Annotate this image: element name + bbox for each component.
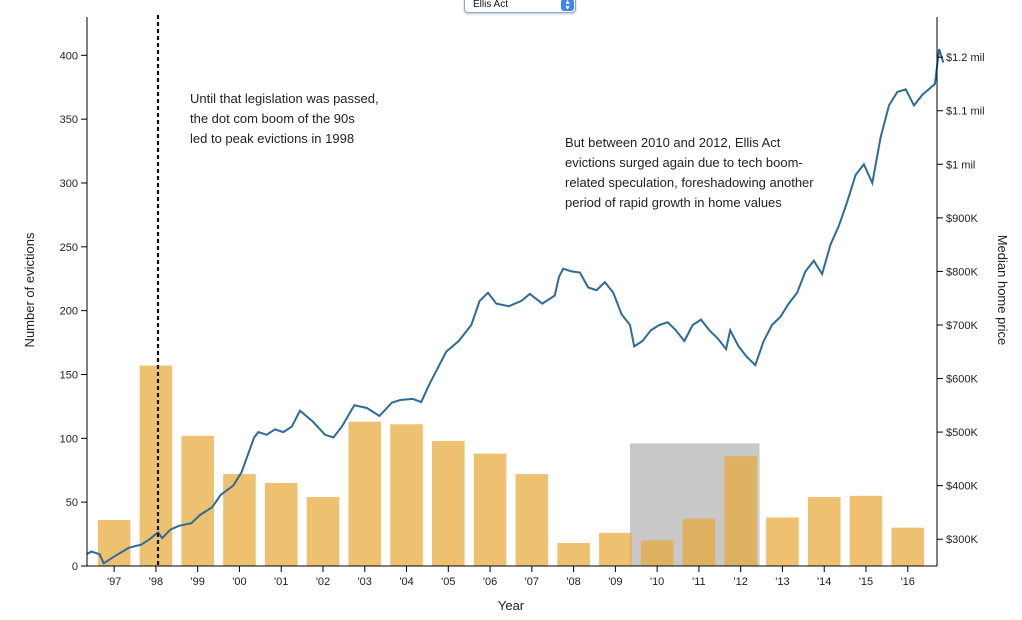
annotation-2010-line: related speculation, foreshadowing anoth… <box>565 175 814 190</box>
bottom-tick-label: '16 <box>901 576 915 588</box>
chevron-updown-icon[interactable]: ▴ ▾ <box>561 0 574 12</box>
right-tick-label: $400K <box>946 481 978 493</box>
eviction-bar-1997 <box>97 520 131 566</box>
bottom-tick-label: '14 <box>817 576 831 588</box>
eviction-bar-2001 <box>264 483 298 566</box>
y-axis-right-label: Median home price <box>995 235 1010 346</box>
bottom-tick-label: '10 <box>650 576 664 588</box>
bottom-tick-label: '05 <box>441 576 455 588</box>
eviction-bar-2011 <box>682 518 716 566</box>
right-tick-label: $700K <box>946 320 978 332</box>
eviction-bar-2010 <box>640 540 674 566</box>
left-tick-label: 200 <box>60 306 78 318</box>
eviction-bar-2015 <box>849 495 883 566</box>
left-tick-label: 150 <box>60 369 78 381</box>
eviction-bar-2008 <box>557 543 590 566</box>
annotation-2010-line: period of rapid growth in home values <box>565 195 782 210</box>
bottom-tick-label: '12 <box>734 576 748 588</box>
annotation-2010-line: But between 2010 and 2012, Ellis Act <box>565 135 781 150</box>
annotation-2010-line: evictions surged again due to tech boom- <box>565 155 803 170</box>
bottom-tick-label: '15 <box>859 576 873 588</box>
eviction-bar-2007 <box>515 474 549 566</box>
right-tick-label: $800K <box>946 266 978 278</box>
bottom-tick-label: '01 <box>274 576 288 588</box>
series-select[interactable]: Ellis Act ▴ ▾ <box>464 0 576 13</box>
bottom-tick-label: '98 <box>149 576 163 588</box>
bottom-tick-label: '99 <box>191 576 205 588</box>
eviction-bar-1999 <box>181 435 214 566</box>
x-axis-label: Year <box>498 598 525 613</box>
annotation-2010: But between 2010 and 2012, Ellis Act evi… <box>565 133 814 213</box>
bottom-tick-label: '13 <box>775 576 789 588</box>
bottom-tick-label: '97 <box>107 576 121 588</box>
annotation-1998-line: led to peak evictions in 1998 <box>190 131 355 146</box>
eviction-bar-2002 <box>306 497 340 566</box>
right-tick-label: $600K <box>946 374 978 386</box>
bottom-tick-label: '11 <box>692 576 706 588</box>
left-tick-label: 50 <box>66 497 78 509</box>
bottom-tick-label: '03 <box>358 576 372 588</box>
left-tick-label: 250 <box>60 242 78 254</box>
eviction-bar-2005 <box>432 440 465 566</box>
bars-layer <box>97 365 925 566</box>
right-tick-label: $1.1 mil <box>946 106 985 118</box>
eviction-bar-2016 <box>891 527 925 566</box>
annotation-1998-line: the dot com boom of the 90s <box>190 111 355 126</box>
bottom-tick-label: '07 <box>525 576 539 588</box>
left-tick-label: 300 <box>60 178 78 190</box>
eviction-bar-2009 <box>599 532 632 566</box>
y-axis-left-label: Number of evictions <box>22 232 37 347</box>
eviction-bar-2013 <box>766 517 799 566</box>
right-tick-label: $1.2 mil <box>946 52 985 64</box>
annotation-1998-line: Until that legislation was passed, <box>190 91 379 106</box>
series-select-value: Ellis Act <box>473 0 509 10</box>
eviction-bar-2012 <box>724 456 757 566</box>
annotation-1998: Until that legislation was passed, the d… <box>190 89 379 149</box>
bottom-tick-label: '00 <box>232 576 246 588</box>
eviction-bar-2006 <box>473 453 507 566</box>
eviction-bar-2014 <box>807 497 841 566</box>
left-tick-label: 400 <box>60 50 78 62</box>
left-tick-label: 350 <box>60 114 78 126</box>
bottom-tick-label: '08 <box>566 576 580 588</box>
left-axis: 0 50 100 150 200 250 300 350 400 <box>60 17 88 573</box>
price-line <box>86 48 945 565</box>
bottom-tick-label: '09 <box>608 576 622 588</box>
bottom-tick-label: '02 <box>316 576 330 588</box>
right-tick-label: $500K <box>946 427 978 439</box>
bottom-tick-label: '06 <box>483 576 497 588</box>
right-tick-label: $900K <box>946 213 978 225</box>
eviction-bar-2003 <box>348 421 382 566</box>
eviction-bar-2000 <box>223 474 256 566</box>
left-tick-label: 0 <box>72 561 78 573</box>
eviction-bar-1998 <box>139 365 173 566</box>
left-tick-label: 100 <box>60 433 78 445</box>
bottom-tick-label: '04 <box>399 576 413 588</box>
eviction-bar-2004 <box>390 424 423 566</box>
bottom-axis: '97 '98 '99 '00 '01 '02 '03 '04 '05 '06 '07 '08 '09 '… <box>87 565 937 588</box>
right-tick-label: $300K <box>946 534 978 546</box>
right-tick-label: $1 mil <box>946 159 975 171</box>
right-axis: $300K $400K $500K $600K $700K $800K $900K $1 mi… <box>936 17 985 566</box>
